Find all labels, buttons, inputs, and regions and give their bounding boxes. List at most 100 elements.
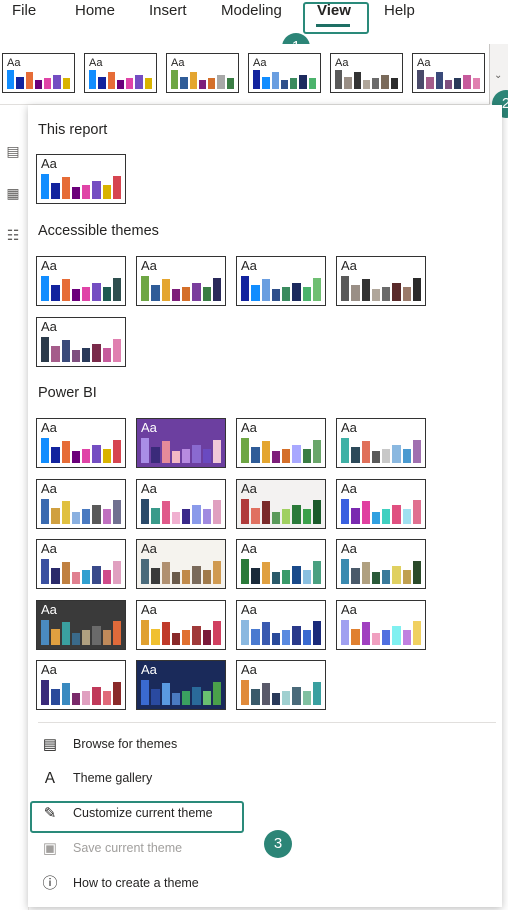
powerbi-theme-1[interactable]: Aa <box>36 418 126 468</box>
tab-file[interactable]: File <box>12 2 37 19</box>
ribbon-theme-4[interactable]: Aa <box>248 53 321 93</box>
ribbon-theme-2[interactable]: Aa <box>84 53 157 93</box>
theme-gallery-item[interactable]: Ａ Theme gallery <box>38 766 478 794</box>
theme-color-swatch <box>51 183 60 199</box>
theme-color-swatch <box>412 621 421 645</box>
theme-color-swatch <box>362 80 371 89</box>
theme-color-swatch <box>51 628 60 645</box>
theme-color-swatch <box>261 561 270 584</box>
powerbi-theme-17[interactable]: Aa <box>36 660 126 710</box>
theme-color-swatch <box>51 689 60 705</box>
theme-color-swatch <box>212 277 221 301</box>
theme-color-swatch <box>341 276 350 301</box>
theme-sample-text: Aa <box>41 319 57 334</box>
powerbi-theme-16[interactable]: Aa <box>336 599 426 650</box>
powerbi-theme-19[interactable]: Aa <box>236 660 326 710</box>
theme-color-swatch <box>44 78 52 89</box>
theme-color-swatch <box>61 501 70 524</box>
theme-color-swatch <box>61 440 70 463</box>
theme-color-swatch <box>390 78 398 89</box>
customize-current-theme-item[interactable]: ✎ Customize current theme <box>38 801 478 829</box>
save-current-theme-item[interactable]: ▣ Save current theme <box>38 836 478 864</box>
accessible-theme-5[interactable]: Aa <box>36 317 126 367</box>
powerbi-theme-8[interactable]: Aa <box>336 478 426 529</box>
section-title-this-report: This report <box>38 122 108 138</box>
powerbi-theme-3[interactable]: Aa <box>236 418 326 468</box>
theme-color-swatch <box>271 511 280 524</box>
theme-color-bars <box>41 336 121 362</box>
theme-sample-text: Aa <box>41 541 57 556</box>
theme-color-swatch <box>426 77 434 89</box>
theme-color-swatch <box>253 70 261 89</box>
theme-color-swatch <box>82 509 91 524</box>
theme-color-swatch <box>141 438 150 463</box>
powerbi-theme-13[interactable]: Aa <box>36 599 126 650</box>
powerbi-theme-4[interactable]: Aa <box>336 418 426 468</box>
theme-color-swatch <box>98 77 106 89</box>
theme-color-swatch <box>212 560 221 584</box>
ribbon-theme-5[interactable]: Aa <box>330 53 403 93</box>
powerbi-theme-5[interactable]: Aa <box>36 478 126 529</box>
theme-color-swatch <box>202 509 211 524</box>
powerbi-theme-11[interactable]: Aa <box>236 539 326 589</box>
accessible-theme-3[interactable]: Aa <box>236 256 326 306</box>
menu-divider <box>38 722 496 723</box>
powerbi-theme-15[interactable]: Aa <box>236 599 326 650</box>
theme-color-swatch <box>182 630 191 645</box>
theme-color-swatch <box>302 286 311 301</box>
this-report-theme[interactable]: Aa <box>36 154 126 204</box>
tab-help[interactable]: Help <box>384 2 415 19</box>
theme-sample-text: Aa <box>341 258 357 273</box>
theme-color-swatch <box>382 448 391 463</box>
theme-color-swatch <box>308 78 316 89</box>
powerbi-theme-18[interactable]: Aa <box>136 660 226 710</box>
model-view-icon[interactable]: ☷ <box>6 227 20 243</box>
theme-color-swatch <box>141 680 150 705</box>
accessible-theme-2[interactable]: Aa <box>136 256 226 306</box>
theme-color-swatch <box>226 78 234 89</box>
theme-color-swatch <box>151 568 160 584</box>
theme-color-swatch <box>112 560 121 584</box>
theme-sample-text: Aa <box>41 662 57 677</box>
powerbi-theme-6[interactable]: Aa <box>136 478 226 529</box>
step-marker-3: 3 <box>264 830 292 858</box>
accessible-theme-1[interactable]: Aa <box>36 256 126 306</box>
theme-color-swatch <box>41 498 50 524</box>
tab-home[interactable]: Home <box>75 2 116 19</box>
theme-color-swatch <box>92 505 101 524</box>
tab-modeling[interactable]: Modeling <box>221 2 282 19</box>
powerbi-theme-9[interactable]: Aa <box>36 539 126 589</box>
powerbi-theme-12[interactable]: Aa <box>336 539 426 589</box>
tab-insert[interactable]: Insert <box>149 2 187 19</box>
theme-color-swatch <box>92 180 101 199</box>
how-to-create-theme-item[interactable]: ⓘ How to create a theme <box>38 871 478 899</box>
theme-color-swatch <box>171 289 180 301</box>
theme-color-swatch <box>202 630 211 645</box>
theme-color-swatch <box>82 569 91 584</box>
gallery-expand-button[interactable]: ⌄ <box>489 44 508 104</box>
table-view-icon[interactable]: ▦ <box>6 185 20 201</box>
theme-color-swatch <box>351 285 360 301</box>
report-view-icon[interactable]: ▤ <box>6 143 20 159</box>
save-icon: ▣ <box>42 840 58 857</box>
ribbon-theme-6[interactable]: Aa <box>412 53 485 93</box>
theme-color-swatch <box>271 451 280 463</box>
theme-sample-text: Aa <box>335 57 349 69</box>
active-tab-indicator <box>316 24 350 27</box>
theme-color-swatch <box>202 569 211 584</box>
tab-view[interactable]: View <box>317 2 351 19</box>
powerbi-theme-10[interactable]: Aa <box>136 539 226 589</box>
browse-for-themes-item[interactable]: ▤ Browse for themes <box>38 732 478 760</box>
theme-sample-text: Aa <box>171 57 185 69</box>
powerbi-theme-7[interactable]: Aa <box>236 478 326 529</box>
theme-color-swatch <box>144 78 152 89</box>
theme-color-swatch <box>412 500 421 524</box>
accessible-theme-4[interactable]: Aa <box>336 256 426 306</box>
powerbi-theme-14[interactable]: Aa <box>136 599 226 650</box>
ribbon-theme-3[interactable]: Aa <box>166 53 239 93</box>
theme-color-swatch <box>182 690 191 705</box>
ribbon-theme-1[interactable]: Aa <box>2 53 75 93</box>
customize-theme-highlight <box>30 801 244 833</box>
powerbi-theme-2[interactable]: Aa <box>136 418 226 468</box>
theme-color-swatch <box>271 693 280 705</box>
